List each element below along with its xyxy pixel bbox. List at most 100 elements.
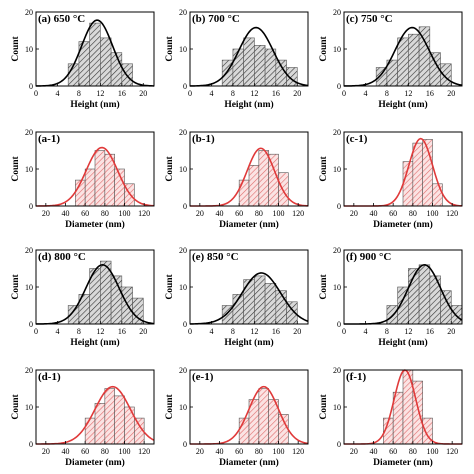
xtick-label-f-1-3: 80 [409,447,417,456]
fit-curve-d [35,263,155,325]
xtick-label-a-0: 0 [34,89,38,98]
panel-label-c-1: (c-1) [346,133,368,145]
xtick-label-d-1-4: 100 [119,447,131,456]
ytick-label-c-1-1: 10 [333,165,341,174]
ytick-label-b-2: 20 [179,8,187,17]
panel-label-b: (b) 700 °C [192,13,240,25]
xtick-label-e-1-1: 40 [216,447,224,456]
xlabel-f-1: Diameter (nm) [373,457,433,468]
bar-c-2 [397,37,409,87]
panel-label-f-1: (f-1) [346,371,366,383]
bar-d-1-2 [104,388,115,445]
bar-c-1-1 [412,142,423,207]
bar-a-1-1 [84,168,96,207]
panel-label-a: (a) 650 °C [38,13,85,25]
panel-a-1: 20 40 60 80 100 120 0 10 20 (a-1) Diameter (nm) Cou… [11,128,155,230]
ylabel-d-1: Count [11,393,21,419]
bar-f-6 [450,305,463,325]
bar-b-1 [232,48,244,87]
ylabel-e: Count [165,273,175,299]
xtick-label-b-1-3: 80 [255,209,263,218]
xtick-label-b-2: 8 [231,89,235,98]
xtick-label-a-1: 4 [55,89,59,98]
xtick-label-c-5: 20 [447,89,455,98]
ytick-label-a-1-2: 20 [25,128,33,137]
panel-d-1: 20 40 60 80 100 120 0 10 20 (d-1) Diameter (nm) Cou… [11,366,155,468]
ylabel-d: Count [11,273,21,299]
xtick-label-e-1-3: 80 [255,447,263,456]
xtick-label-c-1-0: 20 [350,209,358,218]
xtick-label-b-1-2: 60 [235,209,243,218]
xtick-label-d-1-0: 20 [42,447,50,456]
xtick-label-b-0: 0 [188,89,192,98]
bar-b-1-1 [248,165,260,207]
ylabel-b: Count [165,35,175,61]
xtick-label-d-2: 8 [77,327,81,336]
bar-d-1-0 [84,417,96,445]
ytick-label-d-1-0: 0 [29,440,33,449]
bar-c-3 [408,33,420,87]
bar-a-1-2 [94,150,106,207]
fit-curve-a-1 [36,146,155,207]
panel-f-1: 20 40 60 80 100 120 0 10 20 (f-1) Diameter (nm) Cou… [319,366,463,468]
xtick-label-f-1: 4 [363,327,367,336]
panel-label-e-1: (e-1) [192,371,214,383]
bar-e-1-2 [258,388,269,445]
xtick-label-a-2: 8 [77,89,81,98]
xtick-label-c-1-1: 40 [370,209,378,218]
bar-c-1-3 [432,183,443,207]
xtick-label-e-1-4: 100 [273,447,285,456]
fit-curve-c [343,26,463,87]
ytick-label-a-0: 0 [29,82,33,91]
ylabel-c: Count [319,35,329,61]
xtick-label-e-1-5: 120 [292,447,304,456]
ytick-label-c-1-2: 20 [333,128,341,137]
bar-b-1-2 [258,150,269,207]
xlabel-f: Height (nm) [378,337,427,348]
panel-label-f: (f) 900 °C [346,251,391,263]
ytick-label-a-1: 10 [25,45,33,54]
panel-c-1: 20 40 60 80 100 120 0 10 20 (c-1) Diameter (nm) Cou… [319,128,463,230]
ylabel-a-1: Count [11,155,21,181]
bar-e-5 [275,290,287,325]
bar-e-4 [264,282,277,325]
xlabel-c-1: Diameter (nm) [373,219,433,230]
fit-curve-b [189,26,309,87]
ytick-label-d-0: 0 [29,320,33,329]
xtick-label-d-1-5: 120 [138,447,150,456]
bar-e-3 [254,275,266,325]
xtick-label-a-1-4: 100 [119,209,131,218]
xtick-label-b-4: 16 [272,89,280,98]
ytick-label-b-1-1: 10 [179,165,187,174]
ytick-label-c-1-0: 0 [337,202,341,211]
panel-c: 0 4 8 12 16 20 0 10 20 (c) 750 °C Height (nm) Count [319,8,463,110]
ytick-label-e-1: 10 [179,283,187,292]
bar-d-1-3 [114,395,125,445]
panel-label-b-1: (b-1) [192,133,215,145]
xtick-label-f-3: 12 [404,327,412,336]
ytick-label-e-1-1: 10 [179,403,187,412]
xtick-label-f-1-4: 100 [427,447,439,456]
xtick-label-e-3: 12 [250,327,258,336]
xlabel-b: Height (nm) [224,99,273,110]
xlabel-a: Height (nm) [70,99,119,110]
ytick-label-a-1-1: 10 [25,165,33,174]
xtick-label-f-1-2: 60 [389,447,397,456]
bar-a-0 [67,63,80,87]
xtick-label-e-0: 0 [188,327,192,336]
ytick-label-e-1-2: 20 [179,366,187,375]
bar-b-3 [254,44,266,87]
xtick-label-c-1-3: 80 [409,209,417,218]
ytick-label-d-2: 20 [25,246,33,255]
ytick-label-e-2: 20 [179,246,187,255]
fit-curve-e [189,272,309,325]
xtick-label-a-1-2: 60 [81,209,89,218]
ytick-label-d-1-1: 10 [25,403,33,412]
xtick-label-f-1-0: 20 [350,447,358,456]
ylabel-f: Count [319,273,329,299]
bar-a-3 [100,37,112,87]
panel-label-d-1: (d-1) [38,371,61,383]
ytick-label-f-1: 10 [333,283,341,292]
bar-a-2 [89,22,101,87]
xtick-label-d-3: 12 [96,327,104,336]
